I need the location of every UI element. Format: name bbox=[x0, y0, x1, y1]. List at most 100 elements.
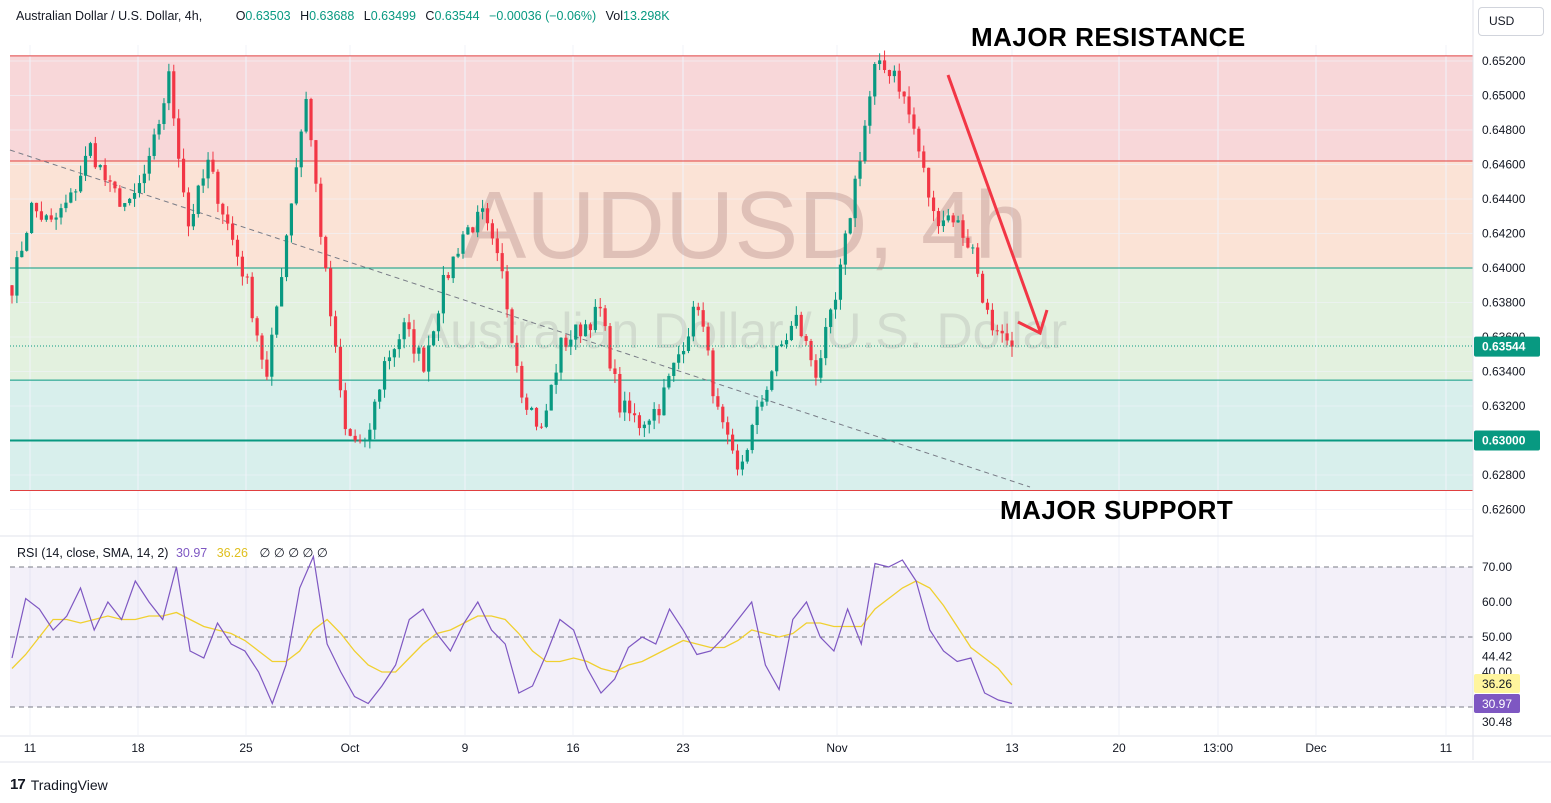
candle-body[interactable] bbox=[387, 357, 392, 362]
candle-body[interactable] bbox=[417, 347, 421, 354]
candle-body[interactable] bbox=[603, 308, 607, 327]
candle-body[interactable] bbox=[936, 211, 941, 227]
candle-body[interactable] bbox=[520, 365, 524, 398]
candle-body[interactable] bbox=[726, 422, 730, 435]
candle-body[interactable] bbox=[784, 340, 789, 345]
candle-body[interactable] bbox=[716, 396, 720, 407]
candle-body[interactable] bbox=[623, 400, 627, 413]
candle-body[interactable] bbox=[554, 372, 558, 385]
candle-body[interactable] bbox=[206, 159, 210, 179]
candle-body[interactable] bbox=[235, 239, 240, 257]
candle-body[interactable] bbox=[711, 350, 715, 397]
candle-body[interactable] bbox=[583, 324, 588, 337]
candle-body[interactable] bbox=[927, 167, 931, 198]
candle-body[interactable] bbox=[177, 118, 181, 159]
candle-body[interactable] bbox=[59, 208, 63, 218]
candle-body[interactable] bbox=[196, 185, 200, 215]
candle-body[interactable] bbox=[765, 389, 769, 402]
candle-body[interactable] bbox=[461, 234, 465, 254]
candle-body[interactable] bbox=[814, 360, 818, 378]
candle-body[interactable] bbox=[211, 159, 215, 172]
candle-body[interactable] bbox=[132, 192, 137, 199]
candle-body[interactable] bbox=[618, 374, 622, 413]
candle-body[interactable] bbox=[892, 70, 896, 77]
candle-body[interactable] bbox=[490, 223, 494, 239]
candle-body[interactable] bbox=[294, 167, 298, 204]
candle-body[interactable] bbox=[221, 203, 225, 215]
candle-body[interactable] bbox=[863, 125, 867, 162]
candle-body[interactable] bbox=[804, 336, 808, 341]
candle-body[interactable] bbox=[25, 233, 29, 251]
candle-body[interactable] bbox=[843, 233, 847, 265]
candle-body[interactable] bbox=[147, 155, 151, 174]
candle-body[interactable] bbox=[34, 202, 39, 212]
candle-body[interactable] bbox=[422, 347, 426, 372]
candle-body[interactable] bbox=[608, 326, 612, 369]
candle-body[interactable] bbox=[760, 401, 764, 407]
candle-body[interactable] bbox=[637, 415, 642, 429]
candle-body[interactable] bbox=[181, 158, 186, 193]
candle-body[interactable] bbox=[505, 271, 509, 310]
candle-body[interactable] bbox=[245, 276, 249, 278]
candle-body[interactable] bbox=[373, 401, 377, 430]
candle-body[interactable] bbox=[64, 202, 68, 209]
candle-body[interactable] bbox=[363, 440, 367, 442]
candle-body[interactable] bbox=[549, 384, 553, 411]
candle-body[interactable] bbox=[951, 215, 955, 223]
candle-body[interactable] bbox=[240, 256, 244, 277]
candle-body[interactable] bbox=[412, 329, 416, 354]
candle-body[interactable] bbox=[922, 151, 926, 168]
candle-body[interactable] bbox=[30, 202, 34, 234]
candle-body[interactable] bbox=[632, 413, 637, 416]
candle-body[interactable] bbox=[98, 165, 102, 168]
candle-body[interactable] bbox=[755, 406, 759, 426]
candle-body[interactable] bbox=[431, 331, 436, 346]
candle-body[interactable] bbox=[686, 336, 691, 351]
candle-body[interactable] bbox=[740, 461, 744, 470]
candle-body[interactable] bbox=[819, 358, 823, 378]
candle-body[interactable] bbox=[152, 134, 156, 156]
candle-body[interactable] bbox=[833, 299, 838, 310]
candle-body[interactable] bbox=[378, 389, 382, 402]
candle-body[interactable] bbox=[167, 71, 171, 104]
rsi-ma-line[interactable] bbox=[11, 580, 1013, 686]
candle-body[interactable] bbox=[54, 217, 58, 220]
candle-body[interactable] bbox=[186, 192, 191, 227]
candle-body[interactable] bbox=[667, 375, 671, 388]
candle-body[interactable] bbox=[657, 408, 661, 416]
trend-line[interactable] bbox=[9, 149, 1031, 488]
candle-body[interactable] bbox=[289, 203, 294, 236]
candle-body[interactable] bbox=[128, 198, 132, 204]
candle-body[interactable] bbox=[878, 60, 882, 65]
candle-body[interactable] bbox=[530, 407, 534, 410]
currency-button[interactable]: USD bbox=[1478, 7, 1544, 36]
candle-body[interactable] bbox=[995, 330, 999, 332]
candle-body[interactable] bbox=[118, 188, 122, 207]
candle-body[interactable] bbox=[897, 70, 901, 92]
candle-body[interactable] bbox=[329, 268, 333, 317]
candle-body[interactable] bbox=[358, 440, 362, 442]
candle-body[interactable] bbox=[1005, 333, 1009, 341]
candle-body[interactable] bbox=[966, 237, 970, 248]
candle-body[interactable] bbox=[407, 322, 411, 330]
candle-body[interactable] bbox=[647, 420, 651, 425]
candle-body[interactable] bbox=[956, 220, 960, 223]
candle-body[interactable] bbox=[20, 250, 24, 258]
candle-body[interactable] bbox=[539, 426, 544, 428]
candle-body[interactable] bbox=[270, 334, 274, 377]
candle-body[interactable] bbox=[500, 253, 504, 272]
candle-body[interactable] bbox=[216, 171, 220, 204]
candle-body[interactable] bbox=[662, 387, 666, 416]
candle-body[interactable] bbox=[858, 161, 862, 179]
candle-body[interactable] bbox=[980, 273, 985, 303]
candle-body[interactable] bbox=[368, 429, 372, 441]
candle-body[interactable] bbox=[123, 203, 127, 207]
candle-body[interactable] bbox=[907, 96, 911, 115]
candle-body[interactable] bbox=[456, 253, 460, 257]
candle-body[interactable] bbox=[809, 340, 813, 361]
candle-body[interactable] bbox=[436, 313, 441, 332]
candle-body[interactable] bbox=[721, 406, 725, 423]
candle-body[interactable] bbox=[162, 103, 166, 125]
candle-body[interactable] bbox=[579, 324, 583, 337]
candle-body[interactable] bbox=[333, 316, 338, 347]
